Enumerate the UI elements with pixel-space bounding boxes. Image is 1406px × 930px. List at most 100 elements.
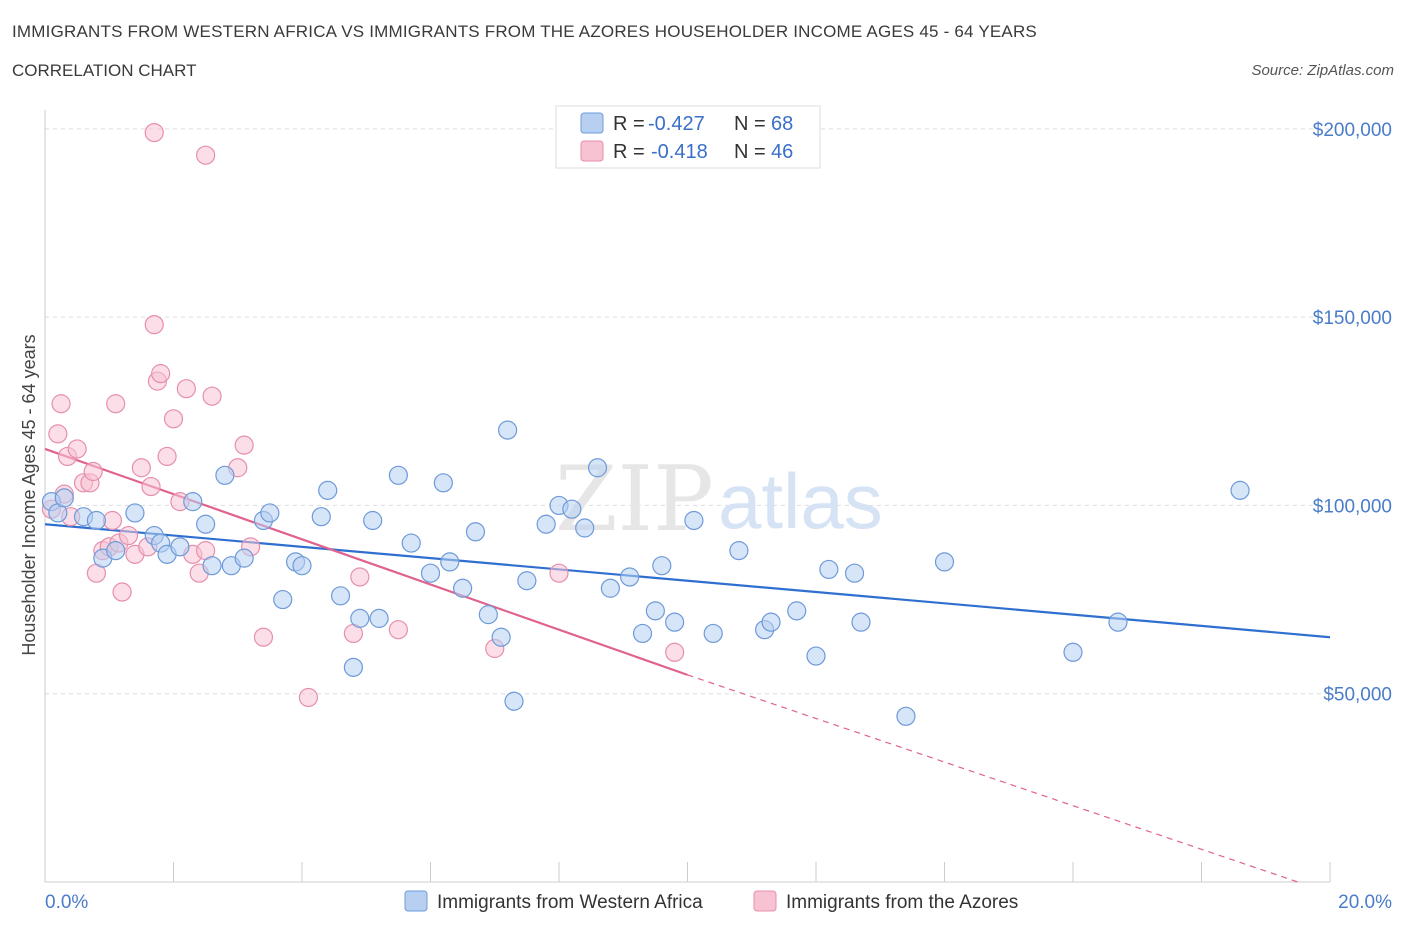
point-western-africa-50 <box>645 601 665 621</box>
point-western-africa-28 <box>363 510 383 531</box>
point-western-africa-61 <box>844 563 865 583</box>
point-azores-37 <box>298 687 319 708</box>
point-western-africa-64 <box>934 552 955 572</box>
point-western-africa-29 <box>369 608 389 628</box>
point-azores-24 <box>151 364 171 384</box>
point-western-africa-63 <box>896 706 916 726</box>
chart-title: IMMIGRANTS FROM WESTERN AFRICA VS IMMIGR… <box>12 22 1037 41</box>
point-western-africa-53 <box>684 510 704 531</box>
point-western-africa-67 <box>1230 480 1250 500</box>
point-western-africa-13 <box>196 514 216 534</box>
point-western-africa-14 <box>202 556 222 576</box>
chart-source: Source: ZipAtlas.com <box>1251 62 1394 79</box>
series-legend: Immigrants from Western Africa Immigrant… <box>404 890 1018 913</box>
point-azores-42 <box>549 563 569 583</box>
point-azores-40 <box>388 620 408 640</box>
point-western-africa-62 <box>851 612 871 632</box>
point-western-africa-41 <box>517 571 537 591</box>
x-tick-label-0: 0.0% <box>45 892 88 913</box>
point-western-africa-24 <box>318 480 338 500</box>
point-azores-1 <box>48 424 68 444</box>
watermark-atlas: atlas <box>718 457 883 545</box>
point-azores-14 <box>106 394 126 414</box>
point-western-africa-22 <box>292 556 312 576</box>
point-western-africa-40 <box>504 691 524 711</box>
point-western-africa-25 <box>330 586 351 606</box>
point-western-africa-65 <box>1063 642 1083 662</box>
point-azores-22 <box>144 315 164 335</box>
point-azores-19 <box>131 458 151 478</box>
point-azores-9 <box>83 461 103 482</box>
point-azores-39 <box>350 567 370 587</box>
point-azores-34 <box>234 435 254 455</box>
point-western-africa-42 <box>536 514 556 534</box>
point-western-africa-23 <box>311 507 331 527</box>
trend-line-azores-extension <box>687 674 1299 883</box>
point-western-africa-37 <box>478 605 498 625</box>
point-western-africa-17 <box>234 548 254 568</box>
point-western-africa-59 <box>806 646 826 666</box>
series-legend-swatch-pink <box>753 890 777 912</box>
legend-r-label-1: R = <box>613 113 645 135</box>
point-azores-6 <box>67 439 87 459</box>
watermark-zip: ZIP <box>555 447 714 552</box>
legend-swatch-blue <box>580 112 604 134</box>
point-western-africa-32 <box>420 563 441 583</box>
legend-r-value-2: -0.418 <box>651 141 708 163</box>
watermark: ZIP atlas <box>555 447 883 552</box>
point-azores-36 <box>253 627 274 647</box>
y-tick-labels: $50,000 $100,000 $150,000 $200,000 <box>1313 120 1392 706</box>
point-western-africa-30 <box>388 465 408 485</box>
point-western-africa-57 <box>761 612 781 632</box>
legend-r-label-2: R = <box>613 141 645 163</box>
data-points <box>41 122 1250 726</box>
point-western-africa-60 <box>819 559 839 580</box>
point-azores-44 <box>144 122 164 143</box>
point-western-africa-58 <box>787 601 807 621</box>
legend-r-value-1: -0.427 <box>648 113 705 135</box>
point-western-africa-6 <box>106 541 126 561</box>
point-western-africa-7 <box>125 503 145 523</box>
point-azores-32 <box>202 386 222 406</box>
legend-n-label-2: N = <box>734 141 766 163</box>
point-western-africa-44 <box>562 499 582 519</box>
point-western-africa-45 <box>575 518 595 538</box>
x-tick-labels: 0.0% 20.0% <box>45 892 1392 913</box>
point-azores-43 <box>665 642 685 662</box>
point-western-africa-33 <box>433 473 453 493</box>
point-azores-16 <box>112 582 132 602</box>
y-tick-label-2: $150,000 <box>1313 308 1392 329</box>
series-legend-label-blue: Immigrants from Western Africa <box>437 892 703 913</box>
y-tick-label-3: $200,000 <box>1313 120 1392 141</box>
point-western-africa-36 <box>465 522 486 542</box>
point-western-africa-19 <box>260 503 280 523</box>
x-tick-label-1: 20.0% <box>1338 892 1392 913</box>
point-western-africa-31 <box>401 533 421 553</box>
point-western-africa-27 <box>350 608 370 628</box>
point-western-africa-2 <box>54 488 74 508</box>
point-western-africa-55 <box>729 541 749 561</box>
point-western-africa-38 <box>491 627 511 647</box>
point-western-africa-49 <box>632 623 653 644</box>
point-western-africa-47 <box>600 578 621 598</box>
y-tick-label-1: $100,000 <box>1313 496 1392 517</box>
legend-n-value-1: 68 <box>771 113 793 135</box>
point-western-africa-26 <box>343 657 363 677</box>
point-western-africa-34 <box>440 552 460 572</box>
y-tick-label-0: $50,000 <box>1323 685 1392 706</box>
point-azores-13 <box>102 510 123 531</box>
point-western-africa-52 <box>665 612 685 632</box>
legend-n-value-2: 46 <box>771 141 793 163</box>
point-western-africa-12 <box>183 492 203 512</box>
point-azores-25 <box>157 446 177 467</box>
point-western-africa-48 <box>620 567 640 587</box>
series-legend-label-pink: Immigrants from the Azores <box>786 892 1018 913</box>
point-azores-21 <box>141 476 161 497</box>
legend-n-label-1: N = <box>734 113 766 135</box>
point-western-africa-20 <box>273 589 293 610</box>
stats-legend: R = -0.427 N = 68 R = -0.418 N = 46 <box>555 105 821 169</box>
point-azores-28 <box>176 379 196 399</box>
point-western-africa-51 <box>652 556 672 576</box>
point-western-africa-35 <box>453 578 473 598</box>
